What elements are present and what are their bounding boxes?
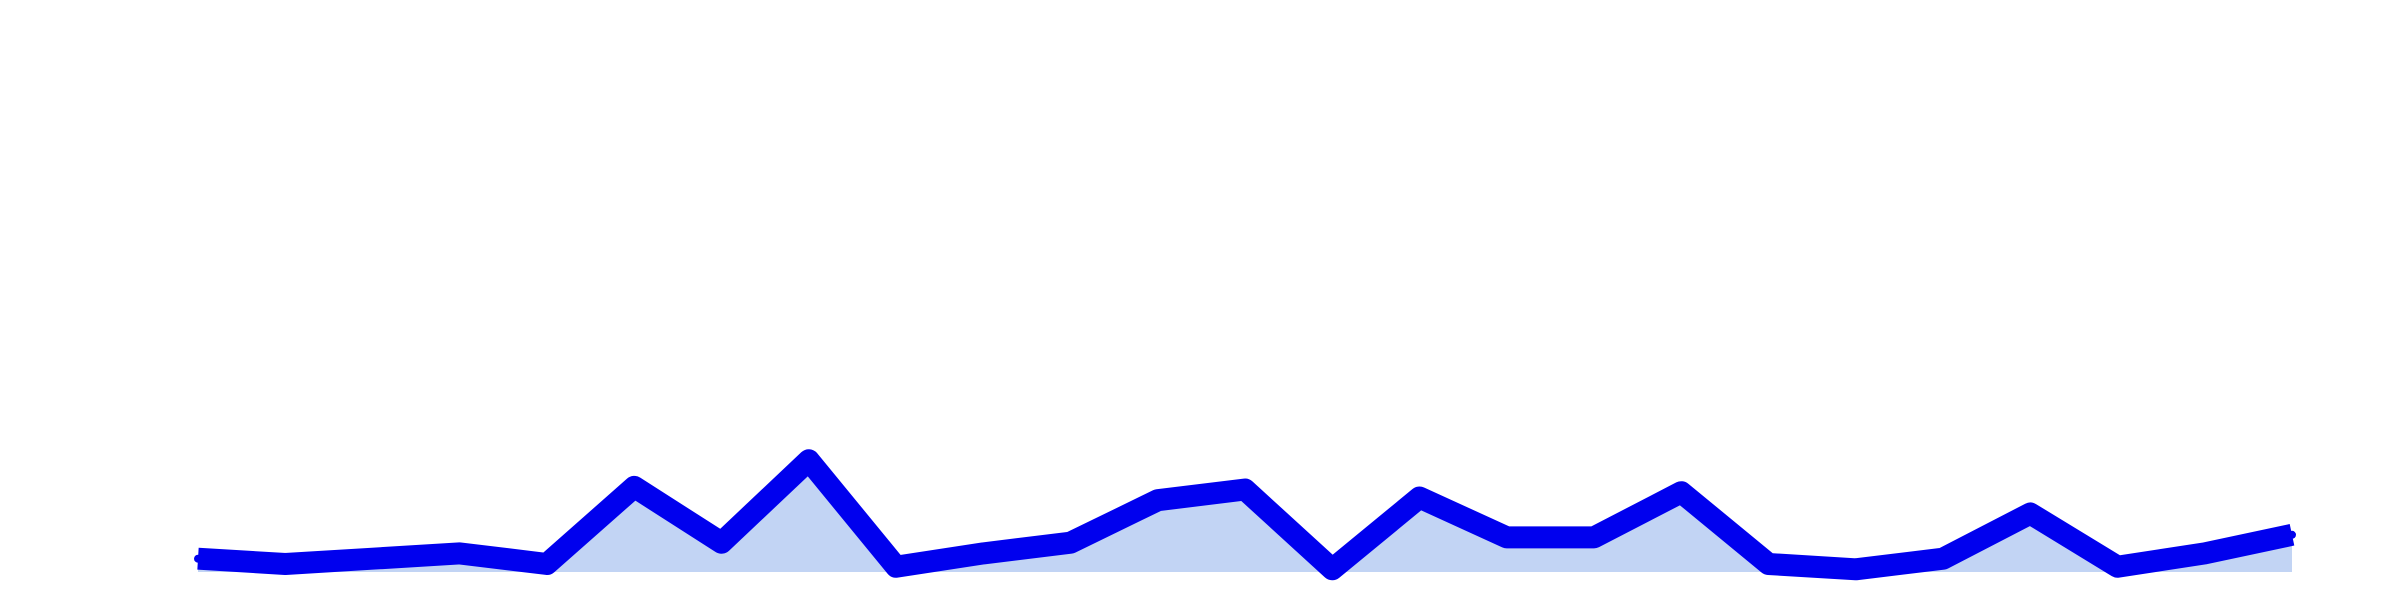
data-point-24 bbox=[2200, 549, 2209, 558]
data-point-20 bbox=[1851, 565, 1860, 574]
data-point-4 bbox=[455, 549, 464, 558]
data-point-23 bbox=[2113, 562, 2122, 571]
data-point-14 bbox=[1328, 565, 1337, 574]
data-point-6 bbox=[630, 482, 639, 491]
data-point-5 bbox=[543, 560, 551, 568]
data-point-8 bbox=[804, 456, 813, 465]
data-point-21 bbox=[1939, 554, 1947, 563]
data-point-2 bbox=[281, 560, 290, 568]
data-point-17 bbox=[1590, 533, 1598, 542]
data-point-25 bbox=[2288, 530, 2296, 539]
data-point-13 bbox=[1241, 485, 1249, 494]
data-point-22 bbox=[2026, 509, 2035, 518]
data-point-7 bbox=[717, 538, 726, 547]
data-point-15 bbox=[1415, 493, 1424, 502]
data-point-10 bbox=[979, 549, 988, 558]
data-point-11 bbox=[1066, 538, 1075, 547]
data-point-9 bbox=[892, 562, 900, 571]
line-layer bbox=[194, 449, 2296, 581]
data-point-12 bbox=[1153, 496, 1162, 505]
data-point-18 bbox=[1677, 488, 1686, 497]
data-point-16 bbox=[1502, 533, 1511, 542]
data-point-3 bbox=[368, 554, 377, 563]
data-point-19 bbox=[1764, 560, 1773, 568]
data-point-1 bbox=[194, 554, 202, 563]
